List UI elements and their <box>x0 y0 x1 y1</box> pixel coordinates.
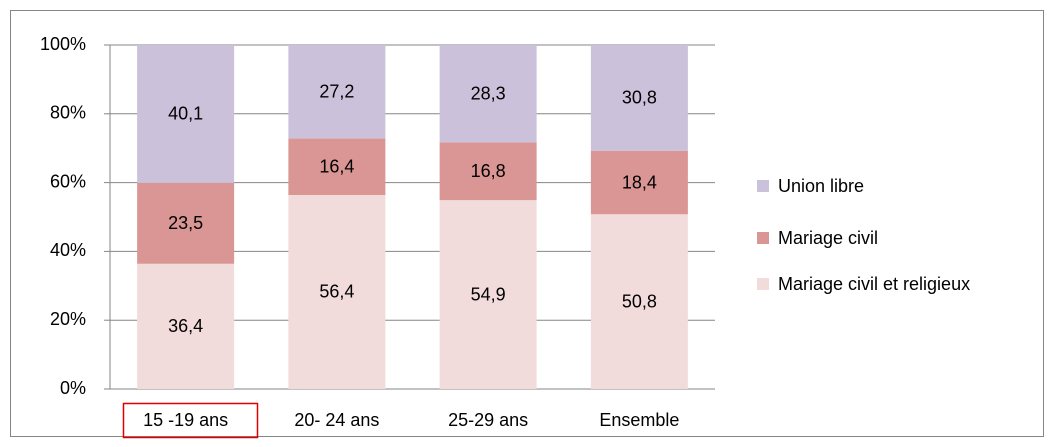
bar-segment <box>439 200 537 389</box>
legend-label: Union libre <box>778 176 864 196</box>
data-label: 23,5 <box>168 213 203 233</box>
bar-segment <box>288 138 386 195</box>
data-label: 40,1 <box>168 104 203 124</box>
bar-segment <box>439 142 537 201</box>
bar-segment <box>439 45 537 143</box>
y-tick-label: 80% <box>50 103 86 123</box>
legend-label: Mariage civil <box>778 228 878 248</box>
legend-swatch <box>757 278 769 290</box>
data-label: 27,2 <box>319 82 354 102</box>
y-tick-label: 20% <box>50 309 86 329</box>
y-tick-label: 60% <box>50 171 86 191</box>
x-tick-label: 15 -19 ans <box>143 410 228 430</box>
bar-segment <box>288 45 386 139</box>
data-label: 56,4 <box>319 282 354 302</box>
bar-segment <box>137 45 235 183</box>
data-label: 54,9 <box>471 284 506 304</box>
legend-swatch <box>757 180 769 192</box>
data-label: 50,8 <box>622 291 657 311</box>
bar-segment <box>590 214 688 389</box>
bar-segment <box>590 45 688 151</box>
legend-swatch <box>757 232 769 244</box>
x-tick-label: Ensemble <box>599 410 679 430</box>
y-tick-label: 100% <box>40 34 86 54</box>
data-label: 16,4 <box>319 157 354 177</box>
x-tick-label: 25-29 ans <box>448 410 528 430</box>
data-label: 36,4 <box>168 316 203 336</box>
y-tick-label: 0% <box>60 378 86 398</box>
bar-segment <box>137 263 235 389</box>
highlight-box <box>122 402 259 439</box>
y-tick-label: 40% <box>50 240 86 260</box>
data-label: 16,8 <box>471 161 506 181</box>
data-label: 18,4 <box>622 172 657 192</box>
data-label: 28,3 <box>471 83 506 103</box>
bar-segment <box>137 182 235 264</box>
legend-label: Mariage civil et religieux <box>778 274 970 294</box>
x-tick-label: 20- 24 ans <box>294 410 379 430</box>
bar-segment <box>590 150 688 215</box>
data-label: 30,8 <box>622 88 657 108</box>
bar-segment <box>288 194 386 389</box>
